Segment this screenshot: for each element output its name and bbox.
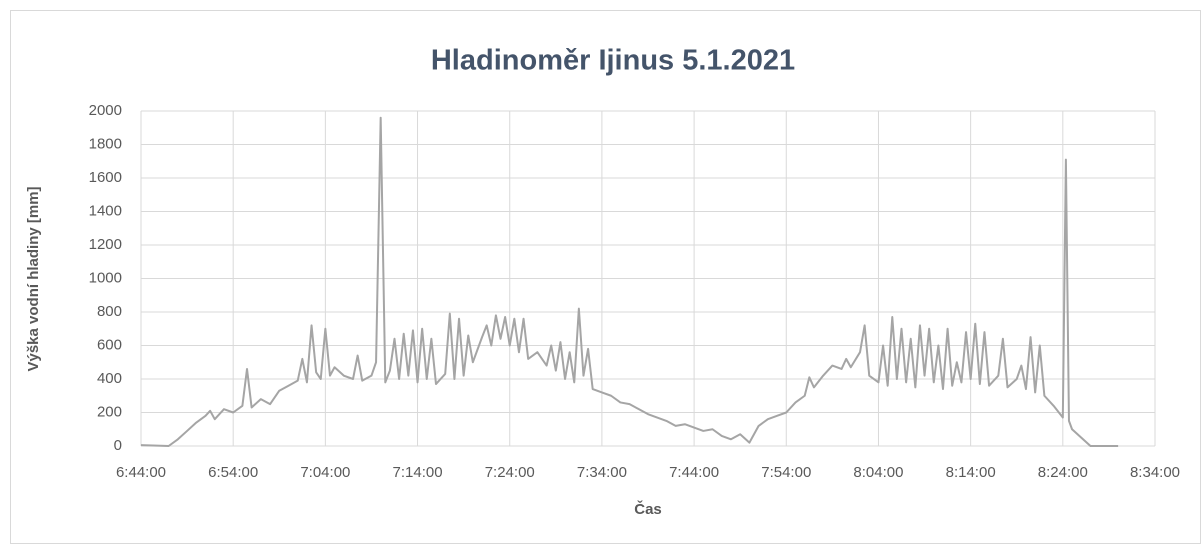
x-tick-label: 8:24:00 <box>1038 464 1088 481</box>
y-tick-label: 1200 <box>89 236 122 253</box>
y-tick-label: 800 <box>97 303 122 320</box>
y-tick-label: 200 <box>97 403 122 420</box>
y-tick-label: 1800 <box>89 135 122 152</box>
y-tick-label: 1600 <box>89 169 122 186</box>
x-tick-label: 7:14:00 <box>393 464 443 481</box>
y-tick-label: 1000 <box>89 269 122 286</box>
x-tick-label: 7:54:00 <box>761 464 811 481</box>
x-tick-label: 6:54:00 <box>208 464 258 481</box>
chart-title: Hladinoměr Ijinus 5.1.2021 <box>431 45 795 77</box>
x-tick-label: 7:44:00 <box>669 464 719 481</box>
x-tick-label: 7:04:00 <box>300 464 350 481</box>
y-tick-label: 2000 <box>89 102 122 119</box>
chart-frame <box>10 10 1201 544</box>
y-tick-label: 600 <box>97 336 122 353</box>
y-tick-label: 0 <box>114 437 122 454</box>
x-axis-title: Čas <box>634 500 662 518</box>
data-line <box>140 116 1119 447</box>
y-tick-label: 400 <box>97 370 122 387</box>
x-tick-label: 7:24:00 <box>485 464 535 481</box>
x-tick-label: 8:34:00 <box>1130 464 1180 481</box>
x-tick-label: 8:14:00 <box>946 464 996 481</box>
x-tick-label: 7:34:00 <box>577 464 627 481</box>
y-axis-title: Výška vodní hladiny [mm] <box>25 186 42 371</box>
y-tick-label: 1400 <box>89 202 122 219</box>
x-tick-label: 8:04:00 <box>853 464 903 481</box>
x-tick-label: 6:44:00 <box>116 464 166 481</box>
